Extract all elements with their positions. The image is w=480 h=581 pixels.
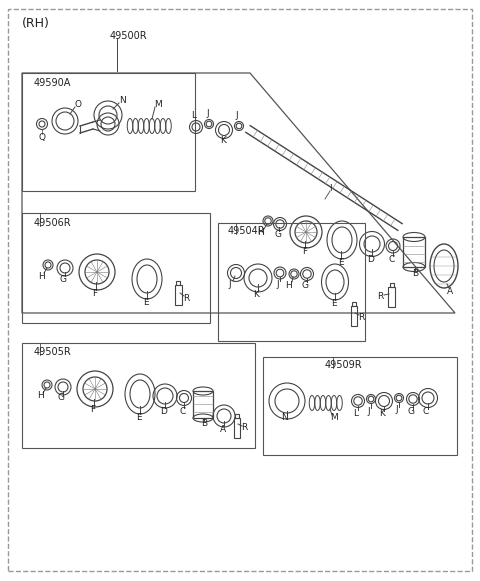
Text: D: D [161, 407, 168, 415]
Text: J: J [207, 109, 209, 117]
Text: H: H [37, 271, 44, 281]
Text: K: K [379, 410, 385, 418]
Text: R: R [183, 293, 189, 303]
Text: O: O [74, 99, 82, 109]
Bar [390, 283, 394, 287]
Bar [352, 302, 356, 306]
Text: R: R [358, 313, 364, 321]
Bar [234, 418, 240, 438]
Text: 49505R: 49505R [34, 347, 72, 357]
Bar [176, 281, 180, 285]
Text: G: G [60, 274, 67, 284]
Text: J: J [368, 407, 370, 415]
Text: G: G [58, 393, 64, 403]
Text: E: E [331, 299, 337, 307]
Text: E: E [338, 257, 344, 267]
Bar [235, 414, 239, 418]
Text: 49590A: 49590A [34, 78, 72, 88]
Text: G: G [301, 281, 309, 289]
Text: F: F [90, 406, 96, 414]
Text: 49509R: 49509R [325, 360, 362, 370]
Text: G: G [275, 229, 281, 238]
Text: L: L [353, 408, 359, 418]
Text: E: E [136, 413, 142, 421]
Text: N: N [282, 414, 288, 422]
Text: M: M [154, 99, 162, 109]
Text: F: F [302, 246, 308, 256]
Text: R: R [241, 424, 247, 432]
Text: B: B [201, 419, 207, 429]
Text: N: N [119, 95, 125, 105]
Text: M: M [330, 414, 338, 422]
Text: J: J [228, 279, 231, 289]
Text: J: J [396, 406, 398, 414]
Bar [175, 285, 181, 305]
Bar [403, 237, 425, 267]
Text: F: F [93, 289, 97, 297]
Bar [351, 306, 357, 326]
Text: 49504R: 49504R [228, 226, 265, 236]
Text: H: H [258, 228, 264, 236]
Text: Q: Q [38, 132, 46, 142]
Text: (RH): (RH) [22, 16, 50, 30]
Text: 49506R: 49506R [34, 218, 72, 228]
Text: E: E [143, 297, 149, 307]
Text: K: K [220, 135, 226, 145]
Text: J: J [276, 279, 279, 289]
Text: C: C [423, 407, 429, 417]
Text: L: L [192, 110, 196, 120]
Text: I: I [329, 184, 331, 192]
Bar [193, 391, 213, 418]
Text: R: R [377, 292, 383, 300]
Text: K: K [253, 289, 259, 299]
Text: G: G [408, 407, 415, 417]
Text: A: A [220, 425, 226, 433]
Text: B: B [412, 268, 418, 278]
Text: D: D [368, 254, 374, 264]
Text: J: J [236, 110, 238, 120]
Text: H: H [36, 392, 43, 400]
Text: A: A [447, 286, 453, 296]
Text: H: H [285, 281, 291, 289]
Text: C: C [389, 254, 395, 264]
Text: C: C [180, 407, 186, 415]
Bar [388, 287, 396, 307]
Text: 49500R: 49500R [110, 31, 148, 41]
